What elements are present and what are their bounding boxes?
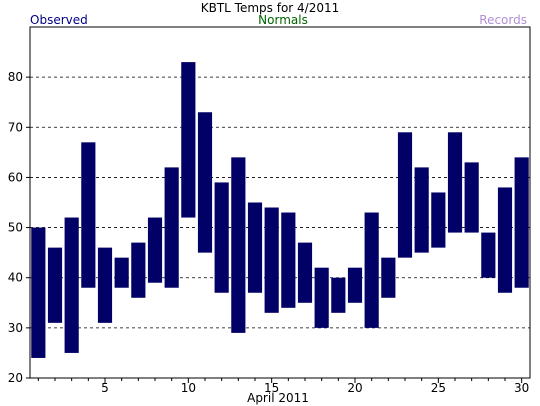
y-tick-label-30: 30: [8, 321, 23, 335]
legend-records: Records: [479, 13, 527, 27]
observed-bar-day-17: [297, 242, 313, 303]
x-tick-label-25: 25: [431, 381, 446, 395]
observed-bar-day-22: [381, 257, 396, 298]
x-axis-label: April 2011: [247, 391, 309, 405]
x-tick-label-5: 5: [101, 381, 109, 395]
observed-bar-day-10: [181, 62, 196, 218]
observed-bar-day-20: [347, 267, 363, 303]
observed-bar-day-19: [331, 277, 346, 313]
observed-bar-day-26: [447, 132, 463, 233]
observed-bars: [31, 62, 529, 358]
observed-bar-day-5: [97, 247, 113, 323]
observed-bar-day-12: [214, 182, 229, 293]
x-tick-label-10: 10: [181, 381, 196, 395]
legend-normals: Normals: [258, 13, 308, 27]
observed-bar-day-9: [164, 167, 179, 288]
observed-bar-day-15: [264, 207, 279, 313]
observed-bar-day-25: [431, 192, 446, 248]
observed-bar-day-18: [314, 267, 329, 328]
observed-bar-day-29: [497, 187, 513, 293]
observed-bar-day-2: [47, 247, 63, 323]
observed-bar-day-27: [464, 162, 479, 233]
legend-observed: Observed: [30, 13, 88, 27]
x-tick-label-20: 20: [347, 381, 362, 395]
gridlines: [30, 76, 530, 329]
observed-bar-day-13: [231, 157, 246, 333]
observed-bar-day-4: [81, 142, 96, 288]
observed-bar-day-7: [131, 242, 146, 298]
observed-bar-day-3: [64, 217, 79, 353]
x-tick-label-30: 30: [514, 381, 529, 395]
observed-bar-day-1: [31, 227, 46, 358]
chart-title: KBTL Temps for 4/2011: [201, 1, 340, 15]
x-tick-label-15: 15: [264, 381, 279, 395]
y-tick-label-50: 50: [8, 221, 23, 235]
y-tick-label-70: 70: [8, 120, 23, 134]
observed-bar-day-21: [364, 212, 379, 328]
y-tick-label-20: 20: [8, 371, 23, 385]
observed-bar-day-30: [514, 157, 529, 288]
observed-bar-day-16: [281, 212, 296, 308]
axis-ticks: 20 30 40 50 60 70 80 5 10 15 20 25 30: [8, 70, 530, 395]
observed-bar-day-23: [397, 132, 413, 258]
observed-bar-day-8: [147, 217, 163, 283]
y-tick-label-60: 60: [8, 170, 23, 184]
observed-bar-day-11: [197, 112, 213, 253]
observed-bar-day-24: [414, 167, 429, 253]
plot-frame: [29, 26, 531, 379]
observed-bar-day-28: [481, 232, 496, 278]
observed-bar-day-14: [247, 202, 263, 293]
y-tick-label-80: 80: [8, 70, 23, 84]
observed-bar-day-6: [114, 257, 129, 288]
y-tick-label-40: 40: [8, 271, 23, 285]
